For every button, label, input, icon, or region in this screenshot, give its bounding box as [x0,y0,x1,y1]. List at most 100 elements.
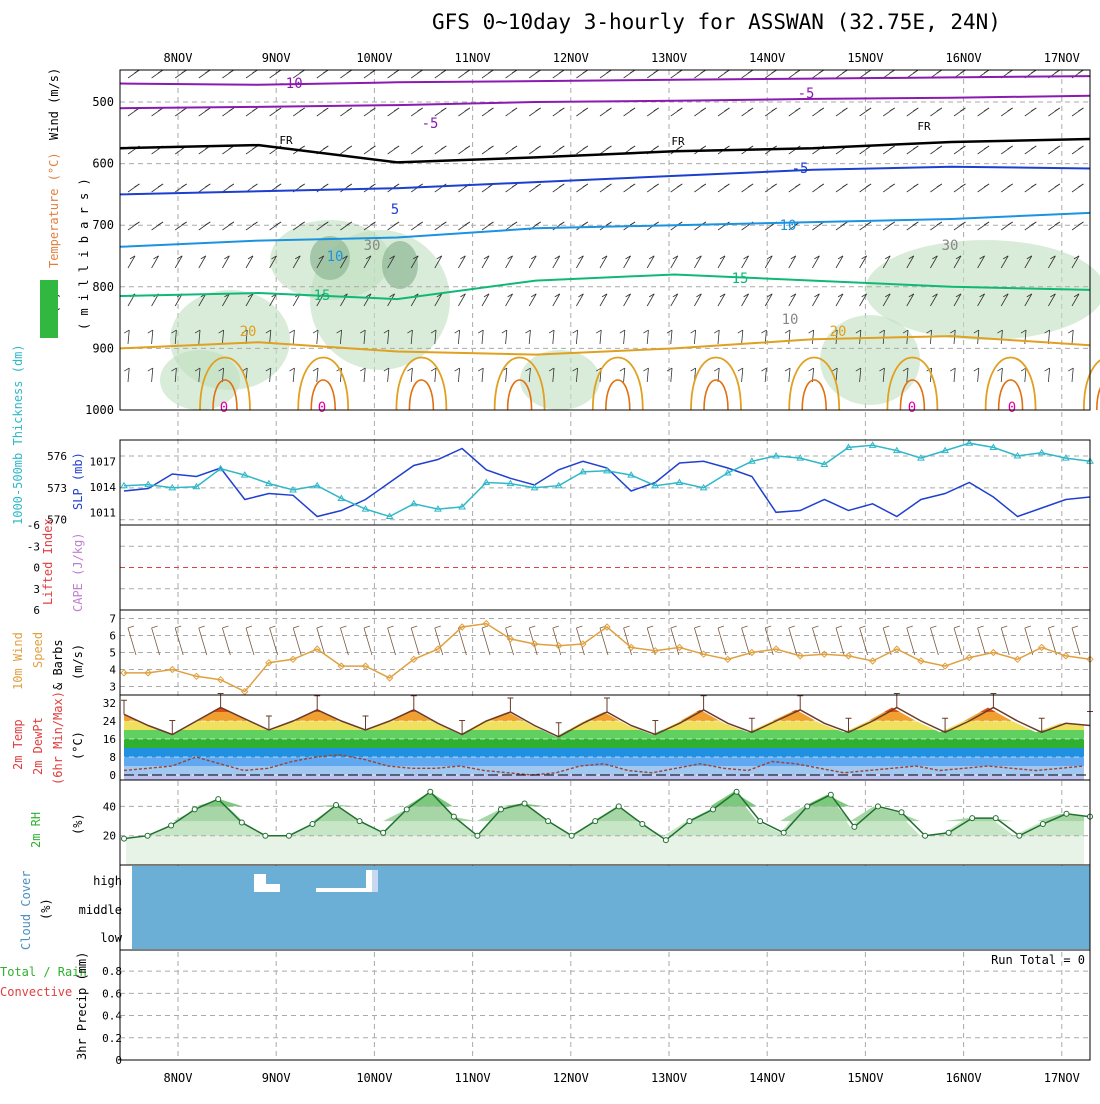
wind-barb [812,330,815,345]
wind-barb-flag [323,145,329,150]
rh-line-marker [1016,832,1023,839]
wind-barb [1024,293,1033,307]
rh-line-marker [733,788,740,795]
contour-label: 10 [782,312,799,328]
wind-barb [528,255,537,269]
label-2m-dewpt: 2m DewPt [31,717,45,775]
cloud-tick-label: high [93,874,122,888]
wind10-line-marker [868,657,877,665]
contour-label: 10 [327,249,344,265]
isotherm-loop [297,356,350,411]
wind-barb [434,330,437,345]
wind-barb-flag [737,329,744,334]
wind-barb [269,293,277,307]
wind-barb [340,330,343,345]
wind-barb-flag [913,221,919,226]
rh-line-marker [639,821,646,827]
wind10-barb [1048,627,1057,656]
wind-barb [292,293,301,307]
isotherm-loop [788,356,841,411]
rh-line-marker [851,823,858,830]
wind-barb-flag [606,107,612,112]
wind-barb [576,293,584,307]
wind-barb-flag [430,367,437,372]
wind-barb-flag [360,367,366,372]
wind-barb [882,255,891,269]
thickness-line-marker [675,478,684,485]
wind-barb-flag [511,221,518,226]
wind-barb [505,255,513,269]
wind10-barb-flag [387,625,394,629]
wind-barb [576,330,579,345]
temp-band [124,766,1084,775]
wind-barb [717,255,726,269]
wind10-line-marker [989,648,998,657]
thickness-line-marker [434,505,442,512]
wind-barb-flag [653,107,659,112]
wind-barb-flag [252,107,258,112]
wind-barb [859,293,867,307]
wind10-barb-flag [765,625,772,629]
wind-barb-flag [171,367,177,372]
wind-barb-flag [181,221,187,226]
wind-barb-flag [582,183,589,188]
wind-barb [245,330,248,345]
wind10-line-marker [168,665,177,674]
wind-barb [151,368,154,383]
wind-barb [1048,255,1056,269]
wind10-line-marker [675,643,684,652]
wind-barb-flag [511,183,518,188]
thickness-line-marker [409,499,418,507]
rh-line-marker [710,806,717,813]
isotherm-loop-inner [408,379,435,411]
wind-barb-flag [171,329,177,334]
wind10-line-marker [1037,643,1046,652]
li-tick-label: 0 [33,562,40,575]
wind10-barb [1000,627,1010,656]
wind-barb-flag [983,107,990,112]
wind-barb-flag [1002,255,1009,260]
thickness-line-marker [1037,448,1046,456]
rh-tick-label: 40 [103,800,116,813]
wind-barb [458,255,466,269]
date-label-bottom: 13NOV [651,1071,687,1085]
wind-barb-flag [407,367,413,372]
wind-barb [576,255,584,269]
isotherm-loop [591,356,644,411]
wind-barb [245,293,254,307]
panel-frame [119,949,1091,1061]
wind-barb [906,255,915,269]
wind-barb-flag [714,367,720,372]
label-cape: CAPE (J/kg) [71,533,85,612]
date-label-top: 8NOV [164,51,193,65]
wind-barb [741,255,749,269]
wind-barb-flag [795,107,801,112]
wind10-line-marker [1062,652,1070,660]
wind10-barb [316,627,326,656]
wind10-barb [1024,627,1034,656]
wind-barb-flag [393,183,400,188]
wind10-barb-flag [340,625,347,629]
thickness-line-marker [216,464,225,472]
thickness-line-marker [506,479,515,487]
wind-barb-flag [460,293,466,298]
wind-barb [458,368,461,383]
wind-barb [245,255,254,269]
wind-barb [481,293,490,307]
wind-barb-flag [1068,329,1074,334]
wind-barb-flag [879,367,885,372]
wind-barb [198,255,207,269]
rh-line-marker [945,829,952,836]
wind-barb [1024,368,1027,383]
rh-line-marker [827,791,834,798]
date-label-bottom: 8NOV [164,1071,193,1085]
wind-barb-flag [842,183,848,188]
isotherm-loop-inner [506,379,533,411]
wind-barb-flag [653,221,659,226]
wind-barb-flag [312,329,319,334]
wind-barb-flag [629,145,636,150]
wind-barb-flag [134,221,140,226]
wind-barb-flag [795,183,801,188]
wind-barb-flag [559,107,565,112]
wind10-line-marker [603,623,611,631]
